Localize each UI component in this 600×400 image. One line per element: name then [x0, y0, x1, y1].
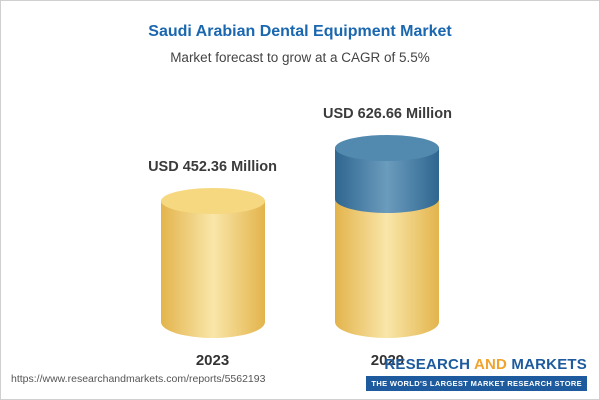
bar-2029-cylinder: [335, 135, 440, 338]
logo-word-markets: MARKETS: [511, 356, 587, 373]
footer: https://www.researchandmarkets.com/repor…: [1, 356, 599, 399]
bar-2029-growth-segment: [335, 135, 440, 213]
bar-group-2029: USD 626.66 Million 2029: [323, 106, 452, 369]
logo-word-research: RESEARCH: [384, 356, 471, 373]
chart-title: Saudi Arabian Dental Equipment Market: [148, 23, 452, 40]
plot-area: USD 452.36 Million 2023 USD 626.66 Milli…: [1, 65, 599, 399]
source-url: https://www.researchandmarkets.com/repor…: [11, 373, 266, 385]
value-label-2029: USD 626.66 Million: [323, 106, 452, 122]
x-tick-2023: 2023: [195, 352, 230, 369]
bar-2023-cylinder: [160, 188, 265, 338]
x-tick-2029: 2029: [370, 352, 405, 369]
value-label-2023: USD 452.36 Million: [148, 159, 277, 175]
brand-logo-tagline: THE WORLD'S LARGEST MARKET RESEARCH STOR…: [366, 376, 587, 391]
brand-logo-wordmark: RESEARCH AND MARKETS: [366, 356, 587, 373]
chart-subtitle: Market forecast to grow at a CAGR of 5.5…: [170, 50, 430, 65]
brand-logo: RESEARCH AND MARKETS THE WORLD'S LARGEST…: [366, 356, 587, 391]
bar-group-2023: USD 452.36 Million 2023: [148, 159, 277, 369]
logo-word-and: AND: [473, 356, 508, 373]
